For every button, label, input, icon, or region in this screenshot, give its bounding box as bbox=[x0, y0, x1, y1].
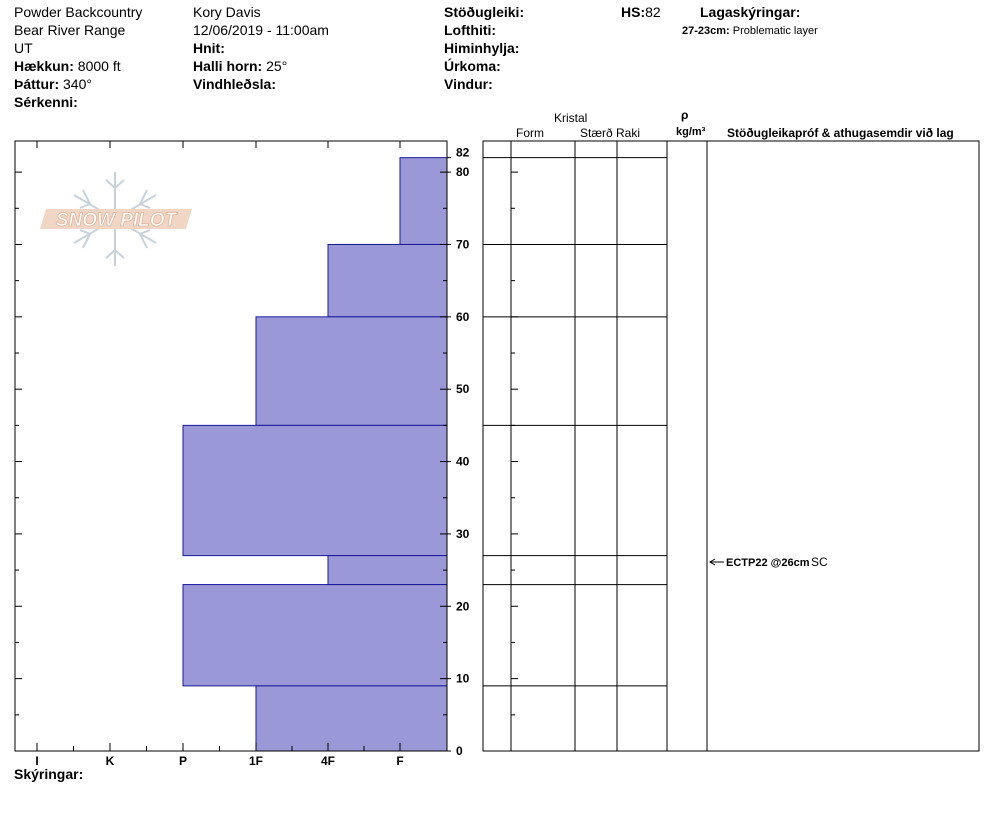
test-arrow-icon bbox=[709, 558, 716, 566]
notes-label: Skýringar: bbox=[14, 766, 84, 782]
hardness-tick-label-5: F bbox=[396, 754, 403, 768]
hardness-tick-label-2: P bbox=[179, 754, 187, 768]
height-tick-label-40: 40 bbox=[456, 455, 470, 469]
height-tick-label-30: 30 bbox=[456, 527, 470, 541]
test-result-label: ECTP22 @26cm bbox=[726, 557, 810, 569]
moisture-header: Raki bbox=[616, 126, 641, 140]
aspect-label: Þáttur: bbox=[14, 76, 60, 92]
rho-header: ρ bbox=[681, 108, 689, 122]
hardness-tick-label-3: 1F bbox=[249, 754, 263, 768]
hs-value: 82 bbox=[645, 4, 661, 20]
wind-label: Vindur: bbox=[444, 76, 493, 92]
hardness-bar-1 bbox=[327, 243, 448, 318]
hardness-tick-label-1: K bbox=[106, 754, 115, 768]
crystal-header: Kristal bbox=[554, 111, 588, 125]
height-tick-label-20: 20 bbox=[456, 599, 470, 613]
features-label: Sérkenni: bbox=[14, 94, 78, 110]
airtemp-label: Lofthiti: bbox=[444, 22, 497, 38]
aspect-value: 340° bbox=[63, 76, 92, 92]
logo-text: SNOW PILOT bbox=[56, 210, 178, 231]
hardness-bar-2 bbox=[255, 316, 448, 426]
layer-note-depth: 27-23cm: bbox=[682, 25, 730, 37]
tests-header: Stöðugleikapróf & athugasemdir við lag bbox=[727, 126, 954, 140]
precip-label: Úrkoma: bbox=[444, 58, 501, 74]
slope-value: 25° bbox=[266, 58, 288, 74]
hardness-axis: I K P 1F 4F F bbox=[35, 743, 404, 768]
hardness-tick-label-4: 4F bbox=[321, 754, 335, 768]
height-axis: 0 10 20 30 40 50 60 70 80 82 bbox=[447, 146, 470, 758]
layer-table-frame bbox=[482, 140, 980, 752]
frame-ticks bbox=[15, 141, 518, 752]
hardness-tick-label-0: I bbox=[35, 754, 38, 768]
aspect-row: Þáttur: 340° bbox=[14, 76, 92, 92]
height-tick-label-82: 82 bbox=[456, 146, 470, 160]
density-unit-header: kg/m³ bbox=[676, 126, 706, 138]
hardness-bar-4 bbox=[327, 555, 448, 586]
height-tick-label-70: 70 bbox=[456, 237, 470, 251]
stability-label: Stöðugleiki: bbox=[444, 4, 525, 20]
hs-row: HS:82 bbox=[621, 4, 661, 20]
layer-note-text: Problematic layer bbox=[732, 25, 818, 37]
observer-name: Kory Davis bbox=[193, 4, 261, 20]
snowpilot-logo: SNOW PILOT bbox=[40, 172, 192, 266]
layer-note: 27-23cm: Problematic layer bbox=[682, 23, 818, 39]
height-tick-label-80: 80 bbox=[456, 165, 470, 179]
height-tick-label-50: 50 bbox=[456, 382, 470, 396]
hs-label: HS: bbox=[621, 4, 646, 20]
range-name: Bear River Range bbox=[14, 22, 126, 38]
hardness-bar-6 bbox=[255, 685, 448, 752]
slope-row: Halli horn: 25° bbox=[193, 58, 287, 74]
layer-notes-label: Lagaskýringar: bbox=[700, 4, 801, 20]
layer-table-rows bbox=[483, 157, 667, 687]
observation-datetime: 12/06/2019 - 11:00am bbox=[193, 22, 329, 38]
operation-name: Powder Backcountry bbox=[14, 4, 143, 20]
height-tick-label-0: 0 bbox=[456, 744, 463, 758]
height-tick-label-60: 60 bbox=[456, 310, 470, 324]
hardness-bar-0 bbox=[399, 157, 448, 245]
hardness-bar-5 bbox=[182, 584, 448, 687]
test-result-extra: SC bbox=[811, 555, 828, 569]
form-header: Form bbox=[516, 126, 544, 140]
hardness-bar-3 bbox=[182, 424, 448, 557]
elevation-value: 8000 ft bbox=[77, 58, 121, 74]
slope-label: Halli horn: bbox=[193, 58, 263, 74]
sky-label: Himinhylja: bbox=[444, 40, 520, 56]
hardness-frame bbox=[14, 140, 448, 752]
state-name: UT bbox=[14, 40, 33, 56]
height-tick-label-10: 10 bbox=[456, 672, 470, 686]
wind-loading-label: Vindhleðsla: bbox=[193, 76, 276, 92]
coords-label: Hnit: bbox=[193, 40, 225, 56]
elevation-row: Hækkun: 8000 ft bbox=[14, 58, 121, 74]
elevation-label: Hækkun: bbox=[14, 58, 74, 74]
logo-banner bbox=[40, 209, 192, 229]
size-header: Stærð bbox=[580, 126, 613, 140]
hardness-bars bbox=[182, 157, 448, 752]
